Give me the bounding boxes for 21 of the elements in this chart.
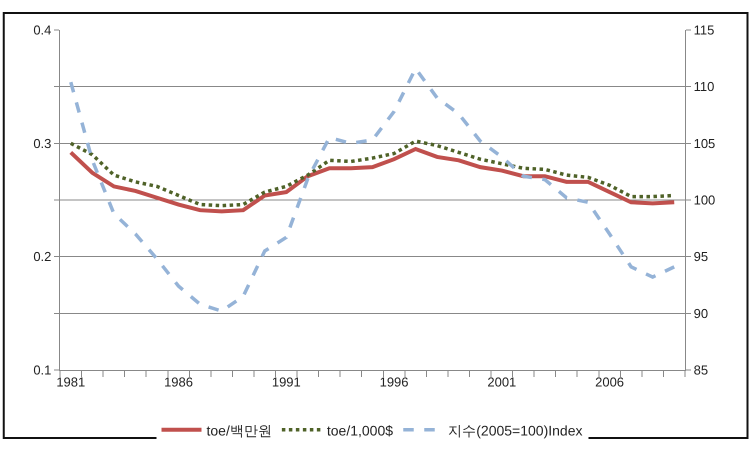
x-tick-label: 1981 xyxy=(56,374,86,390)
x-tick-label: 2001 xyxy=(487,374,516,390)
x-tick-label: 1986 xyxy=(164,374,193,390)
y-tick-label: 0.4 xyxy=(33,22,52,38)
y2-tick-label: 95 xyxy=(694,249,708,264)
x-tick-label: 1996 xyxy=(380,374,409,390)
y2-tick-label: 105 xyxy=(694,136,716,151)
y2-tick-label: 90 xyxy=(694,306,708,321)
y2-tick-label: 100 xyxy=(694,192,716,208)
legend-label: 지수(2005=100)Index xyxy=(448,422,583,438)
x-tick-label: 1991 xyxy=(272,374,301,390)
y2-tick-label: 85 xyxy=(694,362,708,378)
y2-tick-label: 115 xyxy=(694,22,714,38)
y-tick-label: 0.3 xyxy=(33,136,52,151)
line-series xyxy=(68,147,676,214)
y-tick-label: 0.2 xyxy=(33,249,52,264)
x-tick-label: 2006 xyxy=(595,374,624,390)
y2-tick-label: 110 xyxy=(694,79,714,94)
legend-label: toe/백만원 xyxy=(206,422,272,438)
y-tick-label: 0.1 xyxy=(33,362,52,378)
legend-label: toe/1,000$ xyxy=(326,422,394,438)
